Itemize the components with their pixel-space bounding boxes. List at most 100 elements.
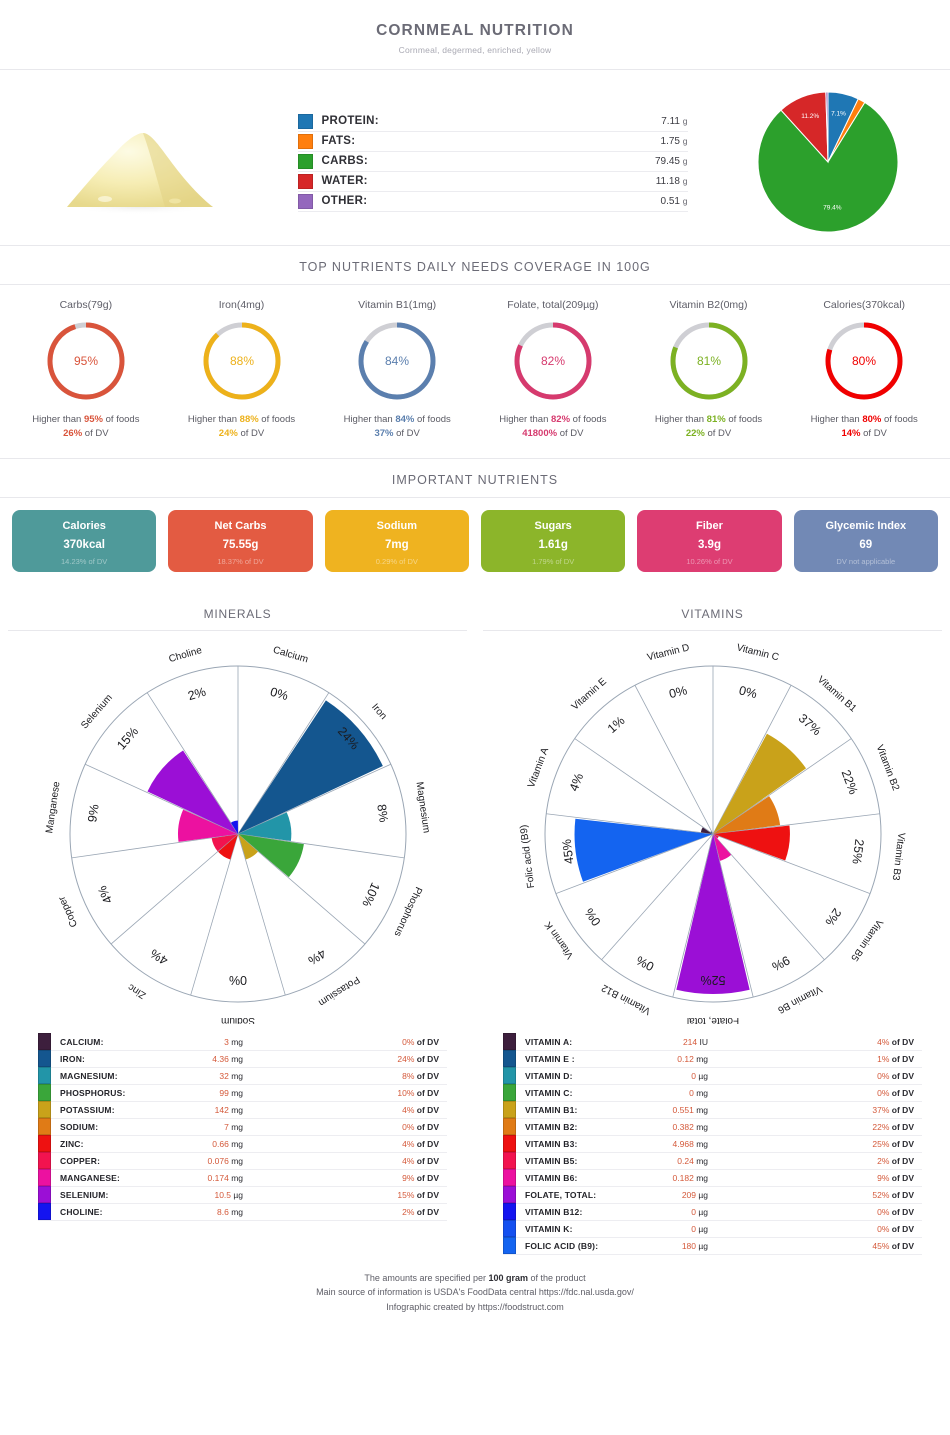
wheel-spoke <box>555 833 713 894</box>
wheel-category-label: Vitamin K <box>542 919 575 961</box>
donut-svg: 95% <box>47 322 125 400</box>
wheel-wedge-vitamin-b1 <box>712 733 806 834</box>
donut-footnote: Higher than 80% of foods 14% of DV <box>786 413 942 442</box>
wheel-spoke <box>712 833 825 960</box>
card-dv: 14.23% of DV <box>61 556 108 566</box>
nutrient-name: CHOLINE: <box>60 1206 103 1217</box>
card-value: 69 <box>859 538 873 551</box>
donut-footnote: Higher than 82% of foods 41800% of DV <box>475 413 631 442</box>
table-row: VITAMIN K: 0 µg 0% of DV <box>503 1220 922 1238</box>
card-dv: DV not applicable <box>836 556 896 566</box>
nutrient-amount: 10.5 µg <box>214 1189 243 1200</box>
nutrient-name: MAGNESIUM: <box>60 1070 118 1081</box>
nutrient-dv: 10% of DV <box>397 1087 439 1098</box>
macro-label: OTHER: <box>321 195 368 207</box>
nutrient-name: SELENIUM: <box>60 1189 109 1200</box>
macro-value: 7.11 g <box>661 115 688 127</box>
wheel-category-label: Vitamin B12 <box>599 981 652 1016</box>
footer-line-2: Main source of information is USDA's Foo… <box>316 1287 634 1298</box>
nutrient-amount: 8.6 mg <box>217 1206 243 1217</box>
macro-value: 79.45 g <box>654 155 688 167</box>
donut-nutrient-label: Carbs(79g) <box>59 299 113 311</box>
donut-svg: 81% <box>670 322 748 400</box>
nutrient-dv: 9% of DV <box>877 1172 914 1183</box>
macro-label: PROTEIN: <box>321 115 379 127</box>
pie-slice-carbs <box>757 101 899 232</box>
donut-percentile-line: Higher than 84% of foods <box>343 414 451 425</box>
wheel-value-label: 4% <box>95 883 115 905</box>
nutrient-card-sodium[interactable]: Sodium 7mg 0.29% of DV <box>324 509 469 572</box>
row-color-swatch <box>503 1135 516 1152</box>
donut-nutrient-label: Calories(370kcal) <box>823 299 906 311</box>
nutrient-dv: 45% of DV <box>872 1240 914 1251</box>
legend-swatch-fats <box>297 133 313 149</box>
nutrient-amount: 0.382 mg <box>672 1121 708 1132</box>
card-dv: 18.37% of DV <box>217 556 264 566</box>
wheel-category-label: Zinc <box>126 981 148 1000</box>
table-row: ZINC: 0.66 mg 4% of DV <box>38 1135 447 1153</box>
nutrient-amount: 142 mg <box>214 1104 243 1115</box>
nutrient-dv: 0% of DV <box>402 1121 439 1132</box>
wheel-value-label: 15% <box>114 724 141 752</box>
nutrient-amount: 4.968 mg <box>672 1138 708 1149</box>
nutrient-amount: 99 mg <box>219 1087 243 1098</box>
row-color-swatch <box>503 1084 516 1101</box>
nutrient-amount: 180 µg <box>681 1240 708 1251</box>
nutrient-name: COPPER: <box>60 1155 101 1166</box>
wheel-spoke <box>712 812 880 834</box>
wheel-wedge-magnesium <box>237 811 291 841</box>
table-row: FOLIC ACID (B9): 180 µg 45% of DV <box>503 1237 922 1255</box>
donut-nutrient-label: Iron(4mg) <box>218 299 265 311</box>
donut-dv-line: 26% of DV <box>63 428 109 440</box>
wheel-value-label: 0% <box>633 952 656 973</box>
nutrient-amount: 0 mg <box>689 1087 708 1098</box>
wheel-category-label: Vitamin D <box>646 642 691 663</box>
wheel-category-label: Phosphorus <box>391 884 423 937</box>
card-dv: 1.79% of DV <box>532 556 575 566</box>
nutrient-card-glycemic-index[interactable]: Glycemic Index 69 DV not applicable <box>793 509 938 572</box>
wheel-category-label: Magnesium <box>413 781 431 834</box>
table-row: VITAMIN B3: 4.968 mg 25% of DV <box>503 1135 922 1153</box>
nutrient-amount: 0.24 mg <box>677 1155 708 1166</box>
table-row: CALCIUM: 3 mg 0% of DV <box>38 1033 447 1051</box>
wheel-wedge-potassium <box>237 833 258 860</box>
nutrient-name: MANGANESE: <box>60 1172 121 1183</box>
donut-percentile-line: Higher than 95% of foods <box>32 414 140 425</box>
donut-percent-text: 81% <box>697 354 721 368</box>
wheel-value-label: 45% <box>559 838 576 865</box>
card-value: 7mg <box>384 538 409 551</box>
nutrient-card-calories[interactable]: Calories 370kcal 14.23% of DV <box>12 509 157 572</box>
nutrient-amount: 0 µg <box>691 1223 708 1234</box>
nutrient-name: VITAMIN B3: <box>525 1138 578 1149</box>
nutrient-name: VITAMIN A: <box>525 1036 573 1047</box>
wheel-value-label: 52% <box>700 973 725 987</box>
nutrient-card-sugars[interactable]: Sugars 1.61g 1.79% of DV <box>480 509 626 572</box>
donut-svg: 80% <box>825 322 903 400</box>
nutrient-card-fiber[interactable]: Fiber 3.9g 10.26% of DV <box>637 509 782 572</box>
wheel-category-label: Manganese <box>44 780 62 834</box>
table-row: FOLATE, TOTAL: 209 µg 52% of DV <box>503 1186 922 1204</box>
nutrient-card-net-carbs[interactable]: Net Carbs 75.55g 18.37% of DV <box>168 509 313 572</box>
vitamins-column: VITAMINS Vitamin C 0% Vitamin B1 37% Vitamin… <box>475 594 950 1255</box>
wheel-spoke <box>712 737 851 834</box>
nutrient-dv: 37% of DV <box>872 1104 914 1115</box>
footer-line-1: The amounts are specified per 100 gram o… <box>364 1272 586 1283</box>
donut-percentile-line: Higher than 88% of foods <box>187 414 296 425</box>
row-color-swatch <box>503 1220 516 1237</box>
nutrient-dv: 15% of DV <box>397 1189 439 1200</box>
donut-percent-text: 82% <box>541 354 565 368</box>
wheel-category-label: Iron <box>369 701 389 721</box>
nutrient-dv: 0% of DV <box>402 1036 439 1047</box>
donut-nutrient-label: Vitamin B1(1mg) <box>358 299 437 311</box>
table-row: MANGANESE: 0.174 mg 9% of DV <box>38 1169 447 1187</box>
card-value: 3.9g <box>697 538 721 551</box>
wheel-value-label: 2% <box>186 684 207 703</box>
table-row: VITAMIN B12: 0 µg 0% of DV <box>503 1203 922 1221</box>
macro-value: 11.18 g <box>655 175 688 187</box>
table-row: VITAMIN C: 0 mg 0% of DV <box>503 1084 922 1102</box>
wheel-category-label: Vitamin B1 <box>814 674 858 714</box>
wheel-spoke <box>71 833 238 858</box>
card-dv: 10.26% of DV <box>686 556 733 566</box>
macro-label: WATER: <box>321 175 368 187</box>
nutrient-name: VITAMIN B6: <box>525 1172 578 1183</box>
